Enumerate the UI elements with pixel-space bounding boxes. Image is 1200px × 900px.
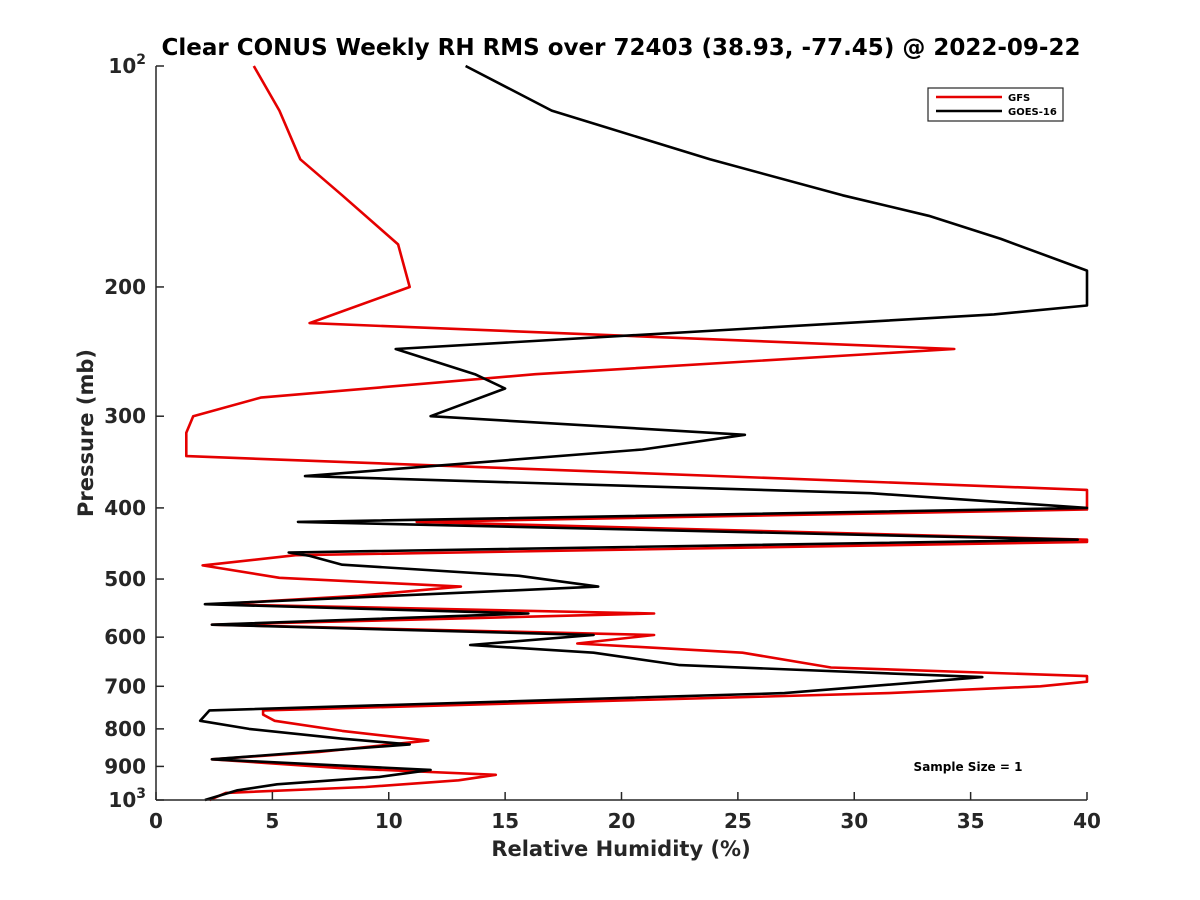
x-tick-label: 35 (957, 809, 985, 833)
y-tick-label: 700 (104, 674, 146, 698)
x-tick-label: 40 (1073, 809, 1101, 833)
x-axis-label: Relative Humidity (%) (491, 837, 750, 861)
legend: GFS GOES-16 (927, 87, 1064, 122)
y-axis-label: Pressure (mb) (74, 349, 98, 517)
y-ticks: 102 200 300 400 500 600 700 800 900 103 (104, 52, 164, 812)
x-tick-label: 25 (724, 809, 752, 833)
x-tick-label: 30 (840, 809, 868, 833)
y-tick-label: 900 (104, 754, 146, 778)
series-layer (185, 64, 1089, 802)
x-tick-label: 20 (608, 809, 636, 833)
legend-gfs-label: GFS (1008, 93, 1030, 104)
x-tick-label: 15 (491, 809, 519, 833)
series-line-goes-16 (198, 64, 1089, 802)
chart-title: Clear CONUS Weekly RH RMS over 72403 (38… (162, 35, 1081, 61)
x-tick-label: 10 (375, 809, 403, 833)
y-tick-label: 200 (104, 275, 146, 299)
y-tick-label: 800 (104, 717, 146, 741)
x-ticks: 0 5 10 15 20 25 30 35 40 (149, 792, 1101, 833)
y-tick-label: 600 (104, 625, 146, 649)
x-tick-label: 5 (265, 809, 279, 833)
y-tick-label: 500 (104, 567, 146, 591)
sample-size-annotation: Sample Size = 1 (914, 760, 1023, 774)
y-tick-label: 400 (104, 496, 146, 520)
x-tick-label: 0 (149, 809, 163, 833)
legend-box (927, 87, 1064, 122)
y-tick-label: 103 (108, 786, 146, 812)
y-tick-label: 102 (108, 52, 146, 78)
y-tick-label: 300 (104, 404, 146, 428)
legend-goes16-label: GOES-16 (1008, 107, 1057, 118)
